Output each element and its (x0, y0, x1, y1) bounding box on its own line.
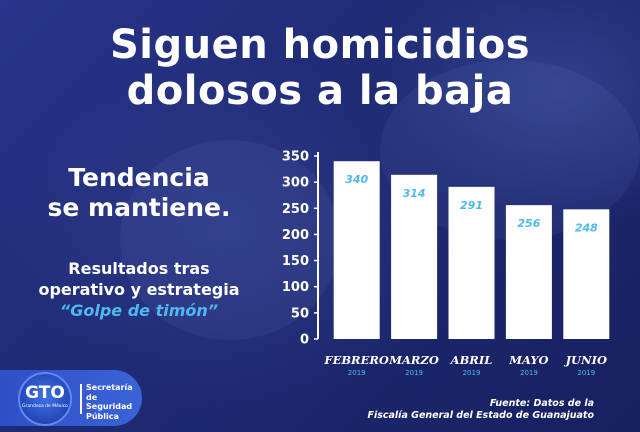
y-tick-label: 250 (282, 202, 309, 217)
y-tick-label: 300 (282, 176, 309, 191)
source-note: Fuente: Datos de la Fiscalía General del… (367, 398, 594, 422)
logo-tagline: Grandeza de México (22, 404, 68, 409)
x-tick-year-label: 2019 (577, 369, 595, 377)
x-tick-label: FEBRERO (323, 353, 389, 367)
logo-divider (80, 384, 82, 414)
gto-logo (18, 372, 72, 426)
x-tick-label: MARZO (388, 353, 439, 367)
bar-value-label: 340 (345, 173, 368, 186)
subtitle-line-1: Tendencia (68, 163, 210, 192)
bar (448, 186, 495, 339)
title-line-1: Siguen homicidios (109, 22, 531, 68)
y-tick-label: 150 (282, 254, 309, 269)
bar-value-label: 314 (403, 187, 426, 200)
note-line-2: operativo y estrategia (38, 280, 240, 299)
logo-text: GTO (25, 383, 65, 403)
source-line-2: Fiscalía General del Estado de Guanajuat… (367, 410, 594, 421)
x-tick-year-label: 2019 (520, 369, 538, 377)
bar-value-label: 256 (517, 217, 540, 230)
x-tick-label: MAYO (508, 353, 548, 367)
bar (391, 174, 438, 339)
x-tick-year-label: 2019 (463, 369, 481, 377)
organization-name: Secretaría de Seguridad Pública (86, 383, 133, 421)
bar-chart: 0 50 100 150 200 250 300 350 340 FEBRERO 2019 314 MA… (282, 150, 610, 377)
page-title: Siguen homicidios dolosos a la baja (20, 22, 620, 114)
bar (505, 205, 552, 339)
x-tick-year-label: 2019 (348, 369, 366, 377)
y-tick-label: 200 (282, 228, 309, 243)
x-tick-label: ABRIL (450, 353, 493, 367)
source-line-1: Fuente: Datos de la (489, 398, 594, 409)
y-tick-label: 100 (282, 280, 309, 295)
subtitle: Tendencia se mantiene. (10, 163, 268, 223)
note-highlight: “Golpe de timón” (59, 301, 219, 320)
x-tick-label: JUNIO (564, 353, 607, 367)
bar-value-label: 248 (575, 221, 598, 234)
y-tick-label: 50 (291, 306, 309, 321)
bar (563, 209, 610, 339)
note-line-1: Resultados tras (68, 259, 210, 278)
bar-value-label: 291 (460, 199, 483, 212)
x-tick-year-label: 2019 (405, 369, 423, 377)
y-tick-label: 0 (300, 333, 309, 348)
title-line-2: dolosos a la baja (126, 68, 514, 114)
subtitle-line-2: se mantiene. (47, 193, 231, 222)
bar (333, 161, 380, 339)
y-tick-label: 350 (282, 150, 309, 165)
background-decoration (120, 140, 340, 340)
strategy-note: Resultados tras operativo y estrategia “… (10, 258, 268, 321)
